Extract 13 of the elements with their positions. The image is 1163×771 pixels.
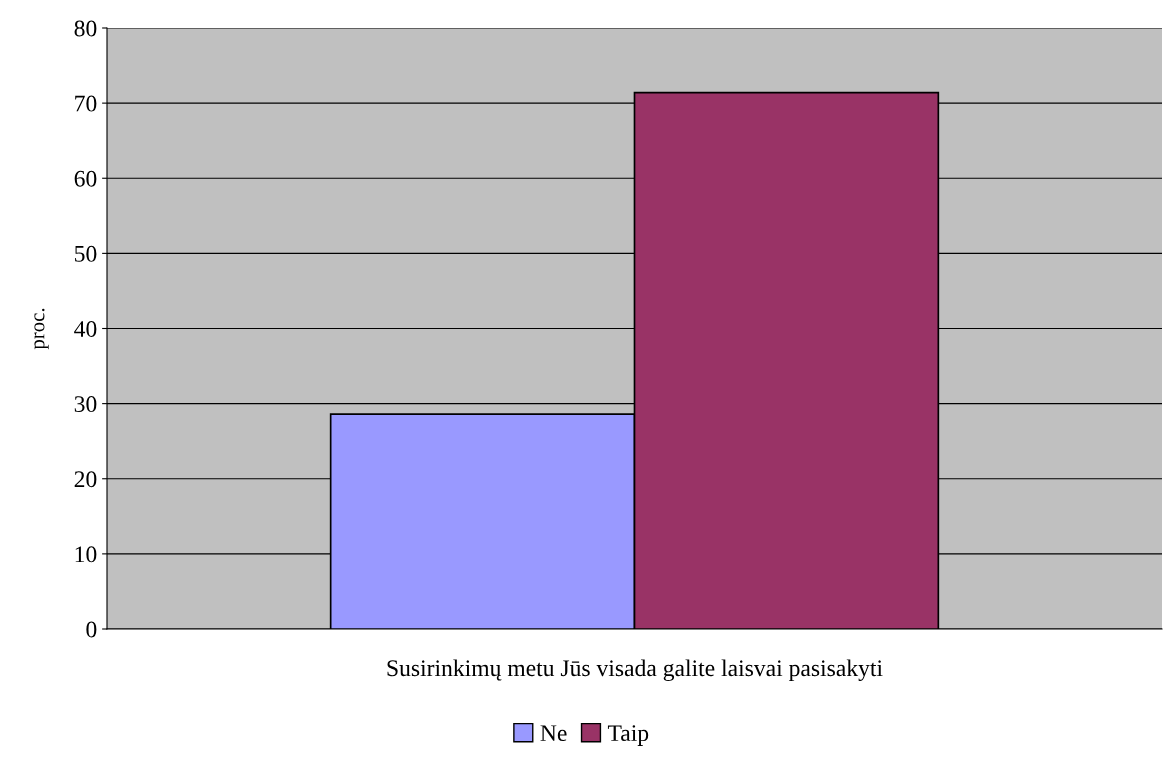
y-tick-label: 10	[75, 546, 97, 563]
legend-label: Ne	[540, 725, 567, 742]
y-tick-label: 30	[74, 396, 97, 413]
y-tick-label: 80	[74, 20, 97, 37]
y-tick-label: 0	[86, 621, 97, 638]
y-tick-label: 50	[75, 245, 97, 262]
y-tick-label: 60	[74, 170, 97, 187]
y-tick-label: 20	[74, 471, 97, 488]
y-tick-label: 70	[75, 95, 97, 112]
legend-label: Taip	[607, 725, 649, 746]
x-tick-label: Susirinkimų metu Jūs visada galite laisvai pasisakyti	[387, 659, 883, 682]
y-tick-label: 40	[74, 320, 97, 337]
y-axis-title: proc.	[34, 308, 49, 350]
